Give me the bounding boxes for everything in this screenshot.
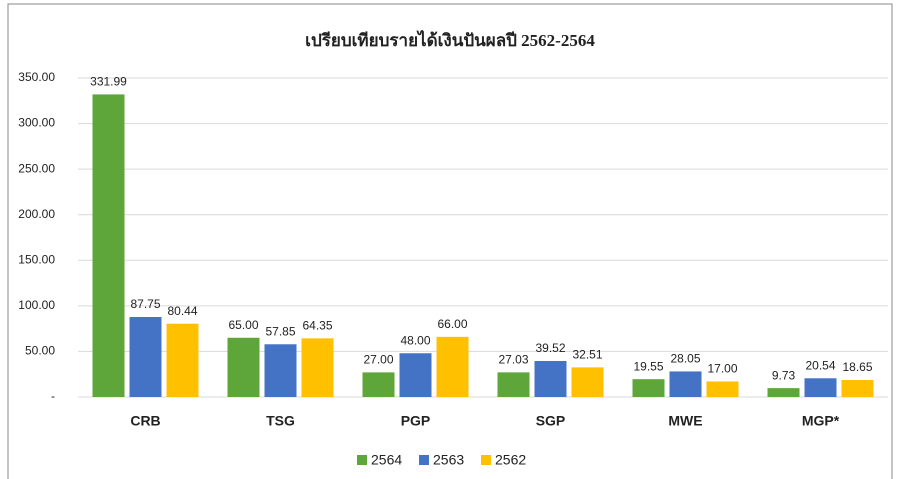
legend-swatch <box>357 455 367 465</box>
data-label: 27.00 <box>363 353 393 367</box>
y-tick-label: 300.00 <box>18 116 55 130</box>
y-tick-label: - <box>51 389 55 403</box>
bar <box>497 372 530 397</box>
bar <box>767 388 800 397</box>
bar <box>436 336 469 397</box>
y-tick-label: 100.00 <box>18 298 55 312</box>
data-label: 20.54 <box>805 358 835 372</box>
x-tick-label: PGP <box>401 413 431 429</box>
bar <box>534 360 567 397</box>
bar <box>92 94 125 397</box>
legend-label: 2564 <box>371 452 402 468</box>
data-label: 32.51 <box>572 348 602 362</box>
bar <box>129 317 162 397</box>
bar <box>632 379 665 397</box>
bar <box>571 367 604 397</box>
bar <box>301 338 334 397</box>
data-label: 27.03 <box>498 353 528 367</box>
bar <box>264 344 297 397</box>
bar <box>166 323 199 397</box>
x-tick-label: TSG <box>266 413 295 429</box>
chart-border <box>7 3 893 479</box>
y-tick-label: 150.00 <box>18 252 55 266</box>
bar <box>706 381 739 397</box>
data-label: 9.73 <box>772 368 796 382</box>
data-label: 87.75 <box>130 297 160 311</box>
y-tick-label: 200.00 <box>18 207 55 221</box>
data-label: 80.44 <box>167 304 197 318</box>
data-label: 66.00 <box>437 317 467 331</box>
y-tick-label: 350.00 <box>18 70 55 84</box>
x-tick-label: CRB <box>130 413 160 429</box>
x-tick-label: SGP <box>536 413 566 429</box>
data-label: 19.55 <box>633 359 663 373</box>
bar <box>669 371 702 397</box>
x-tick-label: MGP* <box>802 413 840 429</box>
legend-swatch <box>419 455 429 465</box>
legend-label: 2563 <box>433 452 464 468</box>
data-label: 18.65 <box>842 360 872 374</box>
bar <box>804 378 837 397</box>
x-tick-label: MWE <box>668 413 702 429</box>
data-label: 65.00 <box>228 318 258 332</box>
bar <box>841 380 874 397</box>
data-label: 331.99 <box>90 75 127 89</box>
data-label: 17.00 <box>707 362 737 376</box>
bar <box>362 372 395 397</box>
data-label: 28.05 <box>670 352 700 366</box>
y-tick-label: 50.00 <box>25 344 55 358</box>
legend-swatch <box>481 455 491 465</box>
bar <box>399 353 432 397</box>
data-label: 57.85 <box>265 324 295 338</box>
chart-title: เปรียบเทียบรายได้เงินปันผลปี 2562-2564 <box>305 30 595 50</box>
y-tick-label: 250.00 <box>18 161 55 175</box>
data-label: 39.52 <box>535 341 565 355</box>
data-label: 64.35 <box>302 319 332 333</box>
data-label: 48.00 <box>400 333 430 347</box>
bar <box>227 337 260 397</box>
legend-label: 2562 <box>495 452 526 468</box>
